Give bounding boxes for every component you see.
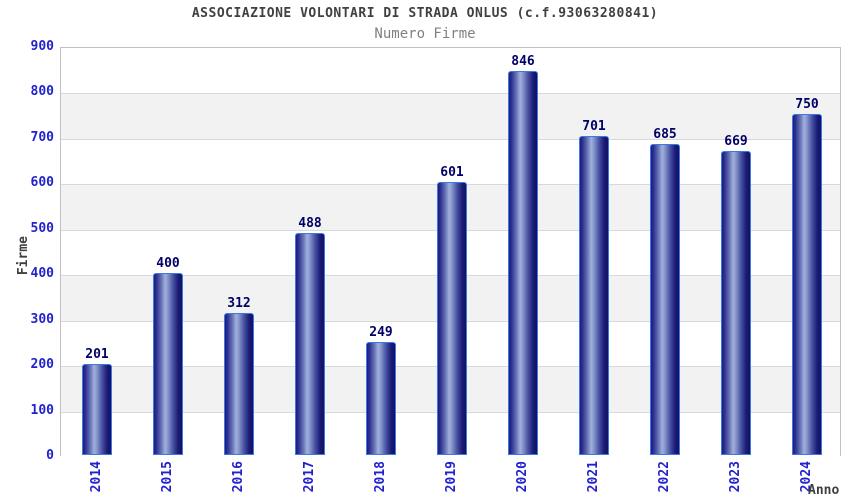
background-band: [61, 93, 840, 139]
bar-2019: [437, 182, 467, 455]
y-tick-500: 500: [30, 221, 54, 236]
x-tick-2014: 2014: [88, 461, 104, 493]
x-tick-2016: 2016: [230, 461, 246, 493]
value-label: 249: [369, 325, 393, 340]
bar-2021: [579, 136, 609, 455]
x-axis-title: Anno: [808, 483, 840, 498]
plot-area: 201 400 312 488 249 601 846 701 685 669 750: [60, 47, 841, 457]
bar-2016: [224, 313, 254, 455]
chart-title: ASSOCIAZIONE VOLONTARI DI STRADA ONLUS (…: [191, 6, 659, 21]
x-tick-2021: 2021: [585, 461, 601, 493]
y-tick-0: 0: [46, 448, 54, 463]
y-tick-100: 100: [30, 403, 54, 418]
bar-2018: [366, 342, 396, 455]
value-label: 400: [156, 256, 180, 271]
bar-2020: [508, 71, 538, 455]
bar-2014: [82, 364, 112, 455]
value-label: 685: [653, 127, 677, 142]
bar-2015: [153, 273, 183, 455]
bar-2023: [721, 151, 751, 455]
background-band: [61, 138, 840, 185]
background-band: [61, 48, 840, 94]
x-tick-2020: 2020: [514, 461, 530, 493]
y-tick-700: 700: [30, 130, 54, 145]
value-label: 488: [298, 216, 322, 231]
chart-subtitle: Numero Firme: [374, 26, 476, 42]
value-label: 601: [440, 165, 464, 180]
gridline: [61, 93, 840, 94]
value-label: 312: [227, 296, 251, 311]
x-tick-2017: 2017: [301, 461, 317, 493]
y-tick-900: 900: [30, 39, 54, 54]
y-tick-600: 600: [30, 175, 54, 190]
y-tick-200: 200: [30, 357, 54, 372]
y-tick-300: 300: [30, 312, 54, 327]
value-label: 701: [582, 119, 606, 134]
x-tick-2019: 2019: [443, 461, 459, 493]
value-label: 201: [85, 347, 109, 362]
y-tick-400: 400: [30, 266, 54, 281]
bar-2024: [792, 114, 822, 455]
x-tick-2023: 2023: [727, 461, 743, 493]
x-tick-2015: 2015: [159, 461, 175, 493]
x-tick-2018: 2018: [372, 461, 388, 493]
value-label: 750: [795, 97, 819, 112]
y-tick-800: 800: [30, 84, 54, 99]
x-tick-2022: 2022: [656, 461, 672, 493]
gridline: [61, 139, 840, 140]
value-label: 669: [724, 134, 748, 149]
bar-2022: [650, 144, 680, 455]
bar-2017: [295, 233, 325, 455]
value-label: 846: [511, 54, 535, 69]
